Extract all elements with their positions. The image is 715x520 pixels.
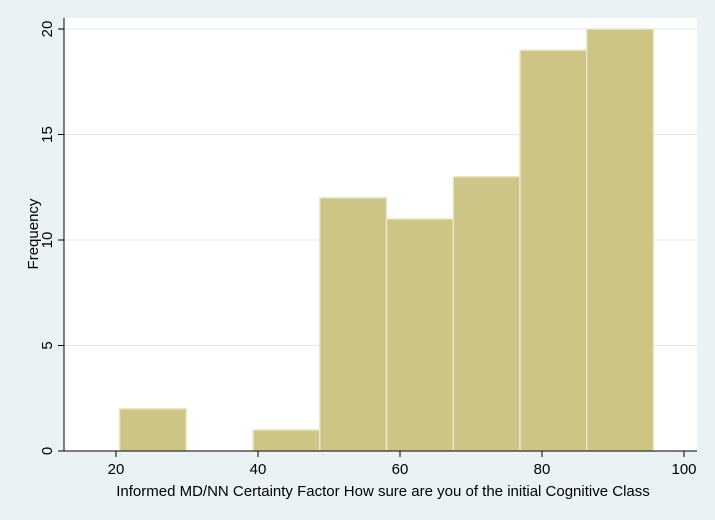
- y-tick-label: 15: [39, 126, 56, 143]
- x-tick-label: 20: [108, 461, 125, 478]
- x-tick-label: 60: [392, 461, 409, 478]
- y-tick-label: 20: [39, 21, 56, 38]
- x-axis-label: Informed MD/NN Certainty Factor How sure…: [116, 483, 650, 500]
- histogram-bar: [385, 218, 455, 452]
- x-tick-label: 100: [671, 461, 696, 478]
- histogram-bar: [319, 197, 388, 452]
- histogram-bar: [452, 175, 521, 452]
- y-ticks: 0 5 10 15 20: [39, 21, 64, 455]
- histogram-bar: [118, 408, 188, 452]
- axes: [63, 18, 697, 452]
- histogram-bar: [252, 429, 321, 452]
- y-tick-label: 0: [39, 447, 56, 455]
- x-ticks: 20 40 60 80 100: [108, 451, 697, 478]
- histogram-bar: [585, 28, 655, 452]
- x-tick-label: 40: [250, 461, 267, 478]
- y-tick-label: 5: [39, 341, 56, 349]
- y-tick-label: 10: [39, 232, 56, 249]
- x-tick-label: 80: [534, 461, 551, 478]
- y-axis-label: Frequency: [25, 198, 42, 269]
- histogram-bar: [519, 49, 588, 452]
